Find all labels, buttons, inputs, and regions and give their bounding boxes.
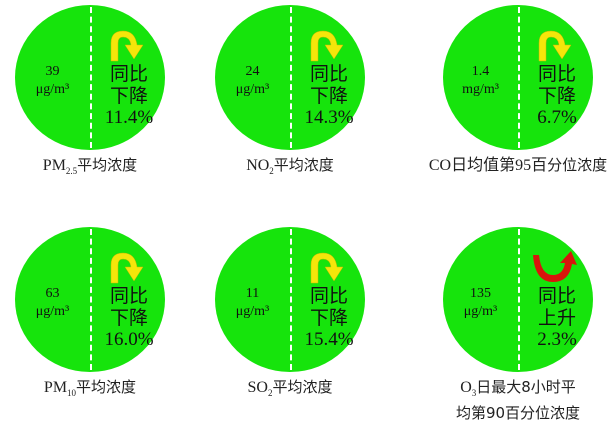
value-number: 24 — [245, 64, 260, 79]
down-trend-arrow-icon — [103, 27, 151, 63]
label-main: PM — [43, 379, 68, 396]
indicator-circle: 11 μg/m³ 同比 下降 15.4% — [215, 227, 365, 372]
concentration-value: 11 μg/m³ — [215, 285, 290, 321]
label-subscript: 3 — [471, 388, 477, 398]
concentration-value: 39 μg/m³ — [15, 63, 90, 99]
change-label: 同比 — [109, 63, 148, 85]
label-rest: 平均浓度 — [77, 156, 138, 174]
value-number: 1.4 — [471, 64, 490, 79]
down-trend-arrow-icon — [303, 27, 351, 63]
indicator-label: O3日最大8小时平均第90百分位浓度 — [423, 377, 609, 423]
change-direction: 下降 — [309, 307, 348, 329]
change-percent: 16.0% — [104, 329, 154, 350]
value-number: 39 — [45, 64, 60, 79]
change-percent: 11.4% — [104, 107, 154, 128]
value-unit: μg/m³ — [235, 304, 270, 319]
change-direction: 下降 — [109, 307, 148, 329]
dashed-divider — [90, 229, 92, 370]
dashed-divider — [90, 7, 92, 148]
concentration-value: 63 μg/m³ — [15, 285, 90, 321]
change-direction: 下降 — [537, 85, 576, 107]
change-direction: 下降 — [309, 85, 348, 107]
indicator-label: CO日均值第95百分位浓度 — [423, 155, 609, 181]
down-trend-arrow-icon — [103, 249, 151, 285]
change-percent: 6.7% — [537, 107, 577, 128]
dashed-divider — [518, 229, 520, 370]
label-rest: 平均浓度 — [273, 156, 334, 174]
label-subscript: 2 — [267, 388, 273, 398]
label-subscript: 10 — [67, 388, 77, 398]
yoy-change: 同比 下降 14.3% — [293, 63, 365, 129]
label-subscript: 2 — [269, 166, 274, 176]
dashed-divider — [290, 7, 292, 148]
yoy-change: 同比 上升 2.3% — [521, 285, 593, 351]
label-subscript: 2.5 — [65, 166, 78, 176]
label-main: NO — [246, 157, 270, 174]
label-rest: 日最大8小时平 — [476, 378, 576, 396]
down-trend-arrow-icon — [303, 249, 351, 285]
change-label: 同比 — [309, 63, 348, 85]
label-main: CO日均值第95百 — [428, 157, 548, 174]
value-unit: μg/m³ — [235, 82, 270, 97]
dashed-divider — [518, 7, 520, 148]
concentration-value: 1.4 mg/m³ — [443, 63, 518, 99]
indicator-label: NO2平均浓度 — [195, 155, 385, 181]
concentration-value: 135 μg/m³ — [443, 285, 518, 321]
change-label: 同比 — [537, 285, 576, 307]
indicator-circle: 63 μg/m³ 同比 下降 16.0% — [15, 227, 165, 372]
yoy-change: 同比 下降 16.0% — [93, 285, 165, 351]
change-label: 同比 — [109, 285, 148, 307]
label-rest: 平均浓度 — [76, 378, 137, 396]
yoy-change: 同比 下降 15.4% — [293, 285, 365, 351]
label-main: PM — [42, 157, 66, 174]
yoy-change: 同比 下降 6.7% — [521, 63, 593, 129]
indicator-label: PM10平均浓度 — [0, 377, 185, 403]
change-label: 同比 — [309, 285, 348, 307]
value-number: 135 — [470, 286, 491, 301]
down-trend-arrow-icon — [531, 27, 579, 63]
change-label: 同比 — [537, 63, 576, 85]
concentration-value: 24 μg/m³ — [215, 63, 290, 99]
value-number: 11 — [245, 286, 260, 301]
yoy-change: 同比 下降 11.4% — [93, 63, 165, 129]
value-number: 63 — [45, 286, 60, 301]
indicator-circle: 39 μg/m³ 同比 下降 11.4% — [15, 5, 165, 150]
label-rest: 分位浓度 — [547, 156, 608, 174]
value-unit: μg/m³ — [463, 304, 498, 319]
indicator-circle: 24 μg/m³ 同比 下降 14.3% — [215, 5, 365, 150]
change-percent: 14.3% — [304, 107, 354, 128]
change-direction: 下降 — [109, 85, 148, 107]
change-direction: 上升 — [537, 307, 576, 329]
label-rest: 平均浓度 — [272, 378, 333, 396]
change-percent: 15.4% — [304, 329, 354, 350]
up-trend-arrow-icon — [531, 249, 579, 285]
dashed-divider — [290, 229, 292, 370]
indicator-circle: 1.4 mg/m³ 同比 下降 6.7% — [443, 5, 593, 150]
indicator-label: PM2.5平均浓度 — [0, 155, 185, 181]
value-unit: μg/m³ — [35, 304, 70, 319]
label-main: O — [460, 379, 472, 396]
value-unit: mg/m³ — [462, 82, 499, 97]
indicator-circle: 135 μg/m³ 同比 上升 2.3% — [443, 227, 593, 372]
value-unit: μg/m³ — [35, 82, 70, 97]
indicator-label: SO2平均浓度 — [195, 377, 385, 403]
label-line2: 均第90百分位浓度 — [455, 404, 581, 422]
change-percent: 2.3% — [537, 329, 577, 350]
label-main: SO — [247, 379, 268, 396]
